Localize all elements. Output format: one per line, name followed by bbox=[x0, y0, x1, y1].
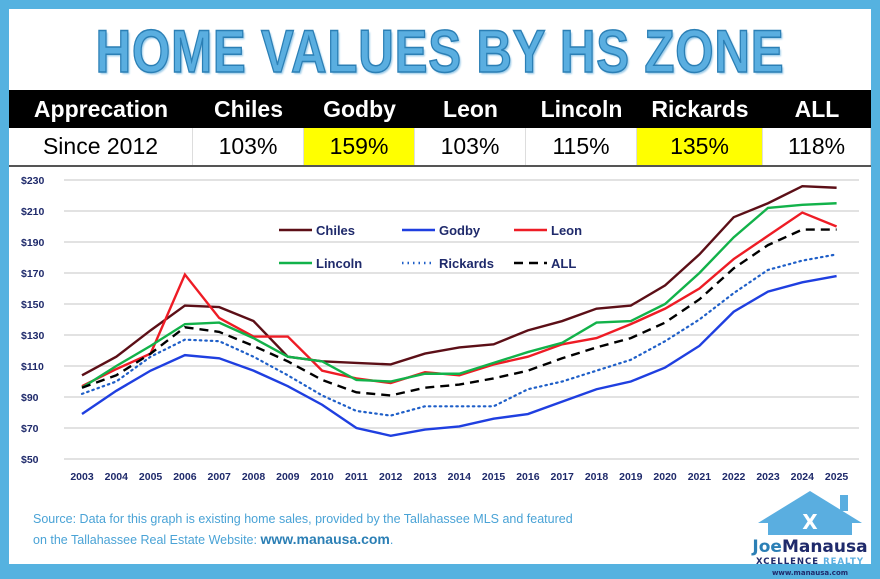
source-line2: on the Tallahassee Real Estate Website: bbox=[33, 533, 261, 547]
y-tick-label: $210 bbox=[21, 206, 45, 218]
header-cell: ALL bbox=[794, 95, 840, 122]
header-cell: Apprecation bbox=[33, 95, 169, 122]
legend-label: Chiles bbox=[316, 223, 355, 238]
y-tick-label: $110 bbox=[21, 361, 44, 373]
x-tick-label: 2013 bbox=[413, 471, 437, 483]
legend-label: Leon bbox=[551, 223, 582, 238]
x-tick-label: 2014 bbox=[448, 471, 472, 483]
x-tick-label: 2017 bbox=[551, 471, 575, 483]
source-link[interactable]: www.manausa.com bbox=[260, 531, 390, 547]
series-line-lincoln bbox=[81, 202, 837, 389]
series-line-godby bbox=[81, 274, 837, 437]
legend-label: Rickards bbox=[439, 256, 494, 271]
legend-label: Godby bbox=[439, 223, 481, 238]
x-tick-label: 2005 bbox=[139, 471, 163, 483]
house-icon bbox=[758, 491, 862, 535]
header-cell: Godby bbox=[323, 95, 396, 122]
y-tick-label: $130 bbox=[21, 330, 45, 342]
title-area: HOME VALUES BY HS ZONE bbox=[9, 18, 871, 86]
y-tick-label: $150 bbox=[21, 299, 45, 311]
series-line-chiles bbox=[81, 184, 837, 377]
x-tick-label: 2021 bbox=[688, 471, 712, 483]
joe-manausa-logo: X JoeManausa XCELLENCE REALTY www.manausa… bbox=[751, 491, 868, 577]
logo-name: JoeManausa bbox=[751, 537, 867, 557]
header-cell: Rickards bbox=[651, 95, 749, 122]
series-line-all bbox=[81, 228, 837, 397]
x-tick-label: 2003 bbox=[70, 471, 94, 483]
value-cell: 118% bbox=[763, 128, 871, 165]
x-tick-label: 2025 bbox=[825, 471, 849, 483]
x-tick-label: 2009 bbox=[276, 471, 300, 483]
y-tick-label: $90 bbox=[21, 392, 39, 404]
x-tick-label: 2016 bbox=[516, 471, 540, 483]
value-cell: 135% bbox=[637, 128, 763, 165]
infographic-card: HOME VALUES BY HS ZONE Apprecation Chiles… bbox=[9, 9, 871, 577]
logo-url: www.manausa.com bbox=[772, 569, 848, 577]
value-cell: 103% bbox=[415, 128, 526, 165]
x-tick-label: 2022 bbox=[722, 471, 746, 483]
y-tick-label: $70 bbox=[21, 423, 39, 435]
x-tick-label: 2020 bbox=[653, 471, 677, 483]
x-tick-label: 2007 bbox=[208, 471, 232, 483]
y-tick-label: $50 bbox=[21, 454, 39, 466]
header-cell: Lincoln bbox=[540, 95, 623, 122]
x-tick-label: 2024 bbox=[791, 471, 815, 483]
x-tick-label: 2008 bbox=[242, 471, 266, 483]
value-cell: 159% bbox=[304, 128, 415, 165]
value-cell: 115% bbox=[526, 128, 637, 165]
series-line-rickards bbox=[80, 253, 838, 417]
x-tick-label: 2012 bbox=[379, 471, 403, 483]
source-end: . bbox=[389, 533, 394, 547]
x-tick-label: 2004 bbox=[105, 471, 129, 483]
x-tick-label: 2018 bbox=[585, 471, 609, 483]
header-cell: Leon bbox=[443, 95, 498, 122]
source-line1: Source: Data for this graph is existing … bbox=[33, 512, 573, 526]
page-title: HOME VALUES BY HS ZONE bbox=[95, 18, 785, 86]
x-tick-label: 2015 bbox=[482, 471, 506, 483]
logo-tagline: XCELLENCE REALTY bbox=[756, 557, 864, 567]
legend-label: Lincoln bbox=[316, 256, 362, 271]
line-chart: $50 $70 $90 $110 $130 $150 $170 $190 $210 $230 200… bbox=[21, 175, 859, 483]
table-value-row: Since 2012 103% 159% 103% 115% 135% 118% bbox=[9, 128, 871, 165]
x-tick-label: 2011 bbox=[345, 471, 368, 483]
x-tick-label: 2010 bbox=[310, 471, 334, 483]
appreciation-table: Apprecation Chiles Godby Leon Lincoln Rickard… bbox=[9, 90, 871, 167]
table-header-row: Apprecation Chiles Godby Leon Lincoln Rickard… bbox=[9, 90, 871, 128]
value-cell: 103% bbox=[193, 128, 304, 165]
svg-text:X: X bbox=[802, 510, 818, 534]
y-tick-label: $190 bbox=[21, 237, 45, 249]
series-line-leon bbox=[81, 211, 838, 388]
y-tick-label: $170 bbox=[21, 268, 45, 280]
x-tick-label: 2019 bbox=[619, 471, 643, 483]
header-cell: Chiles bbox=[213, 95, 284, 122]
x-tick-label: 2006 bbox=[173, 471, 197, 483]
legend-label: ALL bbox=[551, 256, 576, 271]
source-note: Source: Data for this graph is existing … bbox=[33, 509, 573, 550]
y-tick-label: $230 bbox=[21, 175, 45, 187]
x-tick-label: 2023 bbox=[756, 471, 780, 483]
value-cell: Since 2012 bbox=[9, 128, 193, 165]
